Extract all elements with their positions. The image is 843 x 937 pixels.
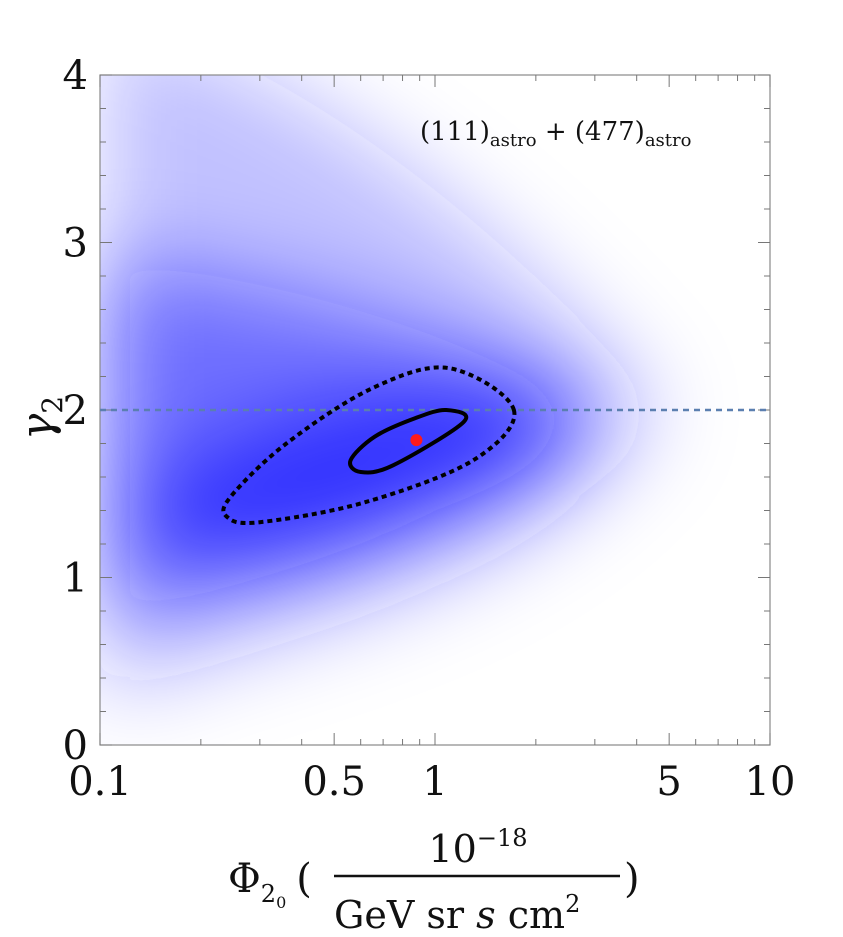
- y-tick-label: 2: [63, 388, 88, 434]
- x-tick-label: 0.1: [68, 759, 132, 805]
- tick-labels: 0.1 0.5 1 5 10 0 1 2 3 4: [63, 53, 796, 805]
- ticks: [99, 74, 771, 746]
- svg-text:Φ20(: Φ20(: [228, 856, 312, 912]
- best-fit-point: [410, 434, 423, 447]
- svg-text:10−18: 10−18: [428, 824, 527, 871]
- y-tick-label: 4: [63, 53, 88, 99]
- y-tick-label: 3: [63, 221, 88, 267]
- x-tick-label: 0.5: [302, 759, 366, 805]
- x-tick-label: 5: [656, 759, 681, 805]
- contours: [221, 365, 517, 526]
- x-axis-label: Φ20( 10−18 GeV sr s cm2 ): [228, 824, 640, 937]
- y-axis-label: γ2: [12, 396, 69, 440]
- y-tick-label: 1: [63, 556, 88, 602]
- annotation: (111)astro + (477)astro: [420, 117, 691, 151]
- x-tick-label: 1: [422, 759, 447, 805]
- svg-text:): ): [624, 856, 640, 902]
- contour-outer: [221, 365, 517, 526]
- svg-text:GeV sr s cm2: GeV sr s cm2: [334, 890, 580, 937]
- y-tick-label: 0: [63, 723, 88, 769]
- contour-inner: [348, 407, 469, 475]
- x-tick-label: 10: [745, 759, 796, 805]
